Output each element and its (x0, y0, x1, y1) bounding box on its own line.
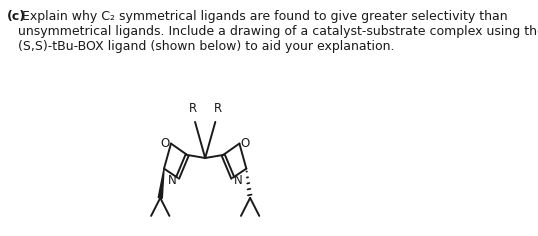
Text: (c): (c) (7, 10, 26, 23)
Text: N: N (168, 174, 176, 187)
Polygon shape (158, 169, 164, 198)
Text: N: N (233, 174, 243, 187)
Text: O: O (241, 137, 250, 150)
Text: O: O (160, 137, 169, 150)
Text: R: R (189, 102, 197, 115)
Text: R: R (214, 102, 222, 115)
Text: Explain why C₂ symmetrical ligands are found to give greater selectivity than
un: Explain why C₂ symmetrical ligands are f… (18, 10, 538, 53)
